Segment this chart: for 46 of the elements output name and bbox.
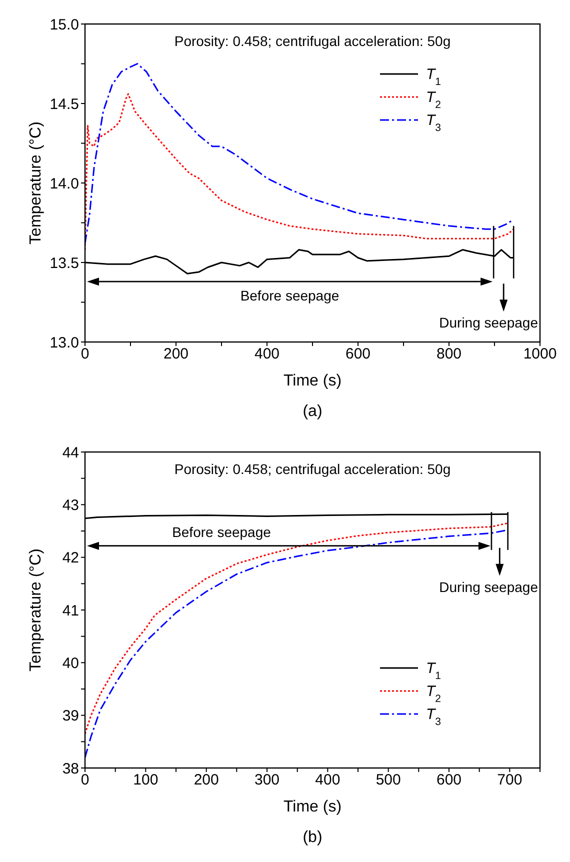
y-tick-label: 38 <box>62 760 79 778</box>
y-tick-label: 14.0 <box>50 175 79 192</box>
annotation: Porosity: 0.458; centrifugal acceleration: 50g <box>174 33 451 49</box>
annotation: During seepage <box>439 314 538 331</box>
y-tick-label: 41 <box>62 602 79 620</box>
annotation: During seepage <box>439 578 538 595</box>
legend-label: T$_{1}$ <box>426 660 442 682</box>
annotation: Before seepage <box>172 524 272 540</box>
y-tick-label: 14.5 <box>50 96 79 113</box>
text: (a) <box>302 403 322 420</box>
text: (b) <box>302 829 322 846</box>
y-tick-label: 39 <box>62 708 79 725</box>
y-axis-title: Temperature (°C) <box>28 122 45 244</box>
x-tick-label: 600 <box>345 346 371 363</box>
annotation: Before seepage <box>240 288 340 304</box>
x-tick-label: 1000 <box>523 346 557 363</box>
x-tick-label: 400 <box>315 772 340 789</box>
x-tick-label: 800 <box>436 346 462 363</box>
y-tick-label: 44 <box>62 444 79 462</box>
x-axis-title: Time (s) <box>283 798 342 816</box>
x-tick-label: 300 <box>254 772 280 789</box>
line-series <box>85 93 514 251</box>
y-tick-label: 42 <box>62 550 79 567</box>
y-tick-label: 15.0 <box>50 16 79 34</box>
legend-label: T$_{3}$ <box>426 112 442 134</box>
x-tick-label: 200 <box>194 772 219 789</box>
x-tick-label: 200 <box>163 346 189 363</box>
annotation: Porosity: 0.458; centrifugal acceleration: 50g <box>174 461 451 477</box>
y-tick-label: 40 <box>62 654 79 672</box>
x-tick-label: 0 <box>80 346 90 363</box>
legend-label: T$_{3}$ <box>426 706 442 728</box>
y-axis-title: Temperature (°C) <box>28 548 45 672</box>
y-tick-label: 13.0 <box>50 334 79 352</box>
x-tick-label: 500 <box>376 772 401 789</box>
legend-label: T$_{2}$ <box>426 89 442 111</box>
x-tick-label: 600 <box>436 772 462 789</box>
x-tick-label: 400 <box>254 346 280 363</box>
y-tick-label: 13.5 <box>50 254 79 272</box>
y-tick-label: 43 <box>62 496 79 514</box>
x-tick-label: 700 <box>497 772 522 789</box>
x-tick-label: 0 <box>80 772 90 789</box>
legend-label: T$_{1}$ <box>426 66 442 88</box>
x-axis-title: Time (s) <box>283 372 342 390</box>
line-series <box>85 63 514 244</box>
legend-label: T$_{2}$ <box>426 683 442 705</box>
x-tick-label: 100 <box>133 772 158 789</box>
